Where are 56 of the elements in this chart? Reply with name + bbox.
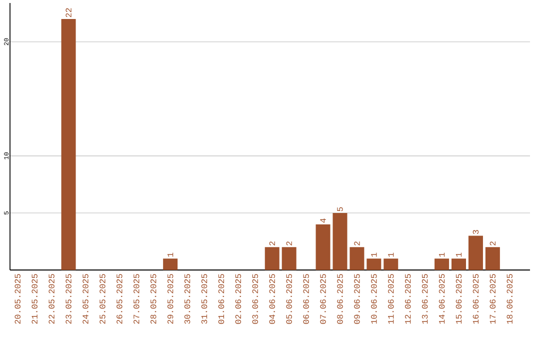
x-tick-label: 17.06.2025	[490, 274, 496, 324]
x-tick-label: 21.05.2025	[32, 274, 38, 324]
data-label: 2	[269, 241, 275, 246]
x-tick-label: 13.06.2025	[422, 274, 428, 324]
bar	[61, 18, 76, 270]
x-tick-label: 28.05.2025	[150, 274, 156, 324]
bar	[434, 258, 450, 270]
x-tick-label: 29.05.2025	[167, 274, 174, 324]
x-tick-label: 15.06.2025	[456, 274, 462, 324]
data-label: 2	[354, 241, 360, 246]
x-tick-label: 07.06.2025	[320, 274, 326, 324]
x-tick-label: 14.06.2025	[438, 274, 445, 324]
bar	[350, 247, 364, 270]
bar	[163, 258, 178, 270]
data-label: 1	[371, 252, 377, 257]
bar	[332, 212, 348, 270]
x-tick-label: 16.06.2025	[472, 274, 479, 324]
x-tick-label: 31.05.2025	[201, 274, 208, 324]
x-tick-label: 03.06.2025	[252, 274, 258, 324]
x-tick-label: 20.05.2025	[14, 274, 21, 324]
x-tick-label: 12.06.2025	[404, 274, 411, 324]
data-label: 4	[320, 218, 326, 223]
x-tick-label: 09.06.2025	[354, 274, 360, 324]
data-label: 1	[388, 252, 394, 257]
data-label: 1	[438, 252, 445, 257]
x-tick-label: 25.05.2025	[100, 274, 106, 324]
data-label: 1	[456, 252, 462, 257]
x-tick-label: 08.06.2025	[337, 274, 343, 324]
x-tick-label: 05.06.2025	[286, 274, 292, 324]
data-label: 5	[337, 207, 343, 212]
bar	[316, 224, 330, 270]
x-tick-label: 02.06.2025	[235, 274, 242, 324]
bar	[485, 247, 500, 270]
data-label: 22	[66, 8, 72, 18]
bar	[384, 258, 398, 270]
bar	[282, 247, 296, 270]
x-tick-label: 01.06.2025	[218, 274, 224, 324]
x-tick-label: 22.05.2025	[48, 274, 54, 324]
x-tick-label: 24.05.2025	[82, 274, 88, 324]
bar	[366, 258, 382, 270]
x-tick-label: 10.06.2025	[371, 274, 377, 324]
x-tick-label: 30.05.2025	[184, 274, 190, 324]
data-label: 2	[490, 241, 496, 246]
x-tick-label: 06.06.2025	[303, 274, 309, 324]
data-label: 1	[168, 252, 174, 257]
x-tick-label: 11.06.2025	[388, 274, 394, 324]
bar	[264, 247, 280, 270]
data-label: 2	[286, 241, 292, 246]
data-label: 3	[472, 230, 479, 234]
bar	[468, 236, 483, 270]
x-tick-label: 18.06.2025	[506, 274, 513, 324]
x-tick-label: 26.05.2025	[116, 274, 122, 324]
x-tick-label: 23.05.2025	[66, 274, 72, 324]
x-tick-label: 27.05.2025	[134, 274, 140, 324]
bar	[452, 258, 466, 270]
x-tick-label: 04.06.2025	[269, 274, 275, 324]
